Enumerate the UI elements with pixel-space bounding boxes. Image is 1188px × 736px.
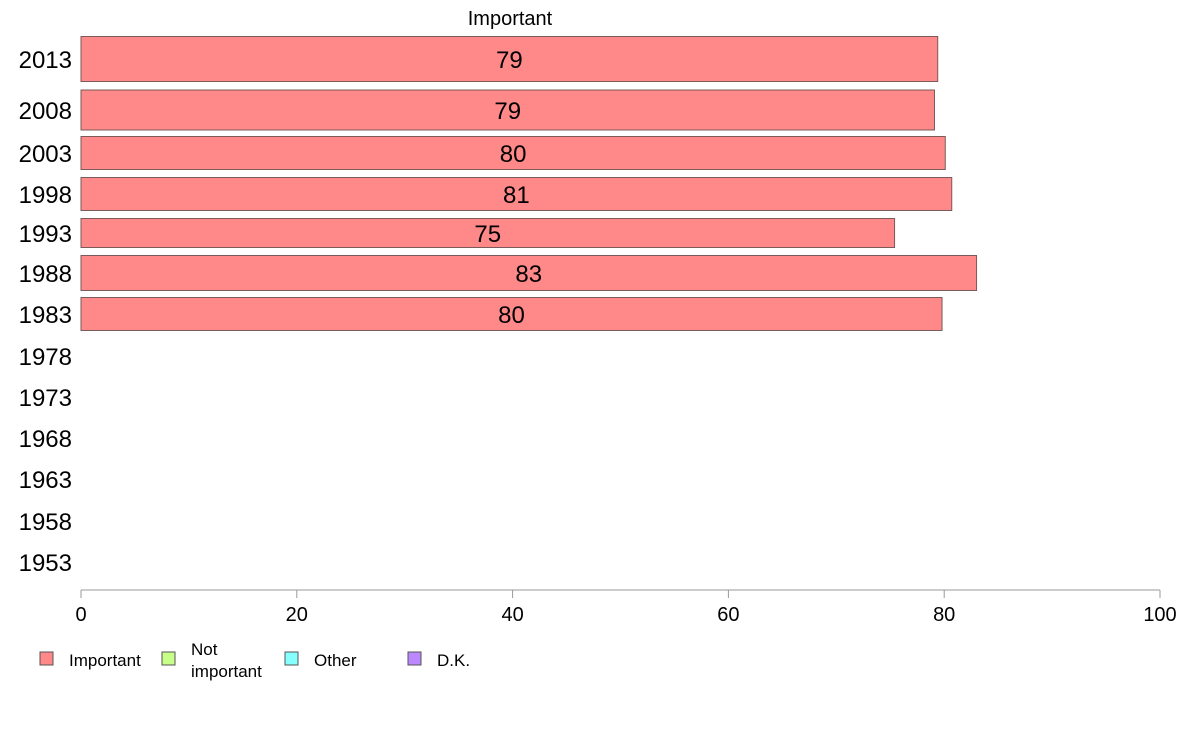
year-label-2003: 2003 xyxy=(19,141,72,168)
value-label-1988: 83 xyxy=(515,261,542,288)
chart-title: Important xyxy=(468,8,553,30)
value-label-1983: 80 xyxy=(498,302,525,329)
legend-other-label: Other xyxy=(314,651,357,670)
bar-2013-important xyxy=(80,36,939,82)
legend-not-important-label-line-1: Not xyxy=(191,640,218,659)
year-label-1988: 1988 xyxy=(19,261,72,288)
year-label-1973: 1973 xyxy=(19,385,72,412)
bar-1983-important xyxy=(80,297,943,331)
bar-1988-important xyxy=(80,255,978,291)
x-tick-label-20: 20 xyxy=(286,604,308,626)
bars-group xyxy=(80,36,978,331)
year-label-2008: 2008 xyxy=(19,98,72,125)
value-label-1993: 75 xyxy=(474,221,501,248)
legend-not-important-label: Not important xyxy=(191,640,262,681)
year-label-2013: 2013 xyxy=(19,47,72,74)
legend-d-k--swatch xyxy=(407,651,422,666)
x-tick-label-80: 80 xyxy=(933,604,955,626)
year-label-1968: 1968 xyxy=(19,426,72,453)
legend-not-important-swatch xyxy=(161,651,176,666)
x-axis: 0 20 40 60 80 100 xyxy=(75,589,1177,626)
x-tick-label-60: 60 xyxy=(717,604,739,626)
x-tick-label-40: 40 xyxy=(501,604,523,626)
year-label-1958: 1958 xyxy=(19,509,72,536)
value-label-1998: 81 xyxy=(503,182,530,209)
bar-2003-important xyxy=(80,136,946,170)
x-tick-label-100: 100 xyxy=(1143,604,1176,626)
legend-d-k--label: D.K. xyxy=(437,651,470,670)
bar-2008-important xyxy=(80,89,935,131)
value-label-2008: 79 xyxy=(494,98,521,125)
bar-1998-important xyxy=(80,177,953,211)
year-label-1993: 1993 xyxy=(19,221,72,248)
year-label-1953: 1953 xyxy=(19,550,72,577)
legend: Important Not important Other D.K. xyxy=(39,640,470,681)
year-label-1983: 1983 xyxy=(19,302,72,329)
legend-important-swatch xyxy=(39,651,54,666)
legend-other-swatch xyxy=(284,651,299,666)
year-label-1978: 1978 xyxy=(19,344,72,371)
year-label-1963: 1963 xyxy=(19,467,72,494)
value-label-2013: 79 xyxy=(496,47,523,74)
legend-not-important-label-line-2: important xyxy=(191,662,262,681)
bar-1993-important xyxy=(80,218,896,248)
legend-important-label: Important xyxy=(69,651,141,670)
year-label-1998: 1998 xyxy=(19,182,72,209)
year-labels-group: 2013 2008 2003 1998 1993 1988 1983 1978 1973 1968… xyxy=(19,47,72,577)
value-label-2003: 80 xyxy=(500,141,527,168)
x-tick-label-0: 0 xyxy=(75,604,86,626)
